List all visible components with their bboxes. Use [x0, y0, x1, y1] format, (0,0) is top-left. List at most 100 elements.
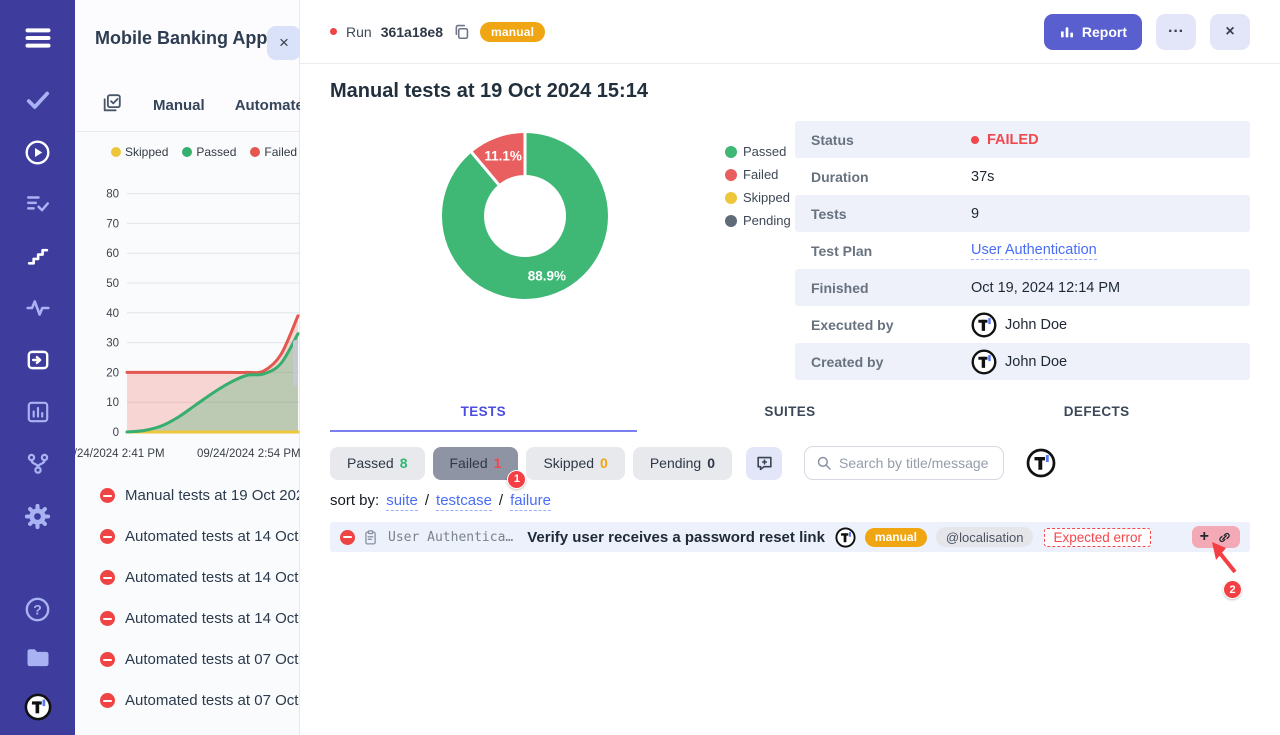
test-title[interactable]: Verify user receives a password reset li…: [527, 529, 825, 546]
legend-dot: [182, 147, 192, 157]
menu-icon[interactable]: [24, 24, 52, 52]
tab-manual[interactable]: Manual: [153, 97, 205, 114]
filter-label: Pending: [650, 455, 701, 471]
history-area-chart: 0102030405060708009/24/2024 2:41 PM09/24…: [75, 159, 300, 459]
sort-link-suite[interactable]: suite: [386, 492, 418, 511]
failed-test-icon: [340, 530, 355, 545]
checkbox-stack-icon[interactable]: [101, 92, 123, 119]
annotation-step-1: 1: [507, 470, 526, 489]
add-comment-button[interactable]: [746, 447, 782, 480]
folder-icon[interactable]: [24, 644, 52, 672]
panel-scrollbar[interactable]: [293, 340, 298, 386]
detail-value: 9: [971, 206, 979, 222]
sort-link-testcase[interactable]: testcase: [436, 492, 492, 511]
activity-icon[interactable]: [24, 294, 52, 322]
svg-text:30: 30: [106, 338, 119, 350]
report-chart-icon: [1059, 24, 1075, 40]
link-icon[interactable]: [1217, 530, 1232, 545]
tab-defects[interactable]: DEFECTS: [943, 404, 1250, 432]
test-suite-name[interactable]: User Authentica…: [388, 530, 513, 545]
search-input[interactable]: [804, 446, 1004, 480]
detail-row: Test Plan User Authentication: [795, 232, 1250, 269]
sort-by-label: sort by:: [330, 492, 379, 509]
svg-text:60: 60: [106, 248, 119, 260]
app-window: ? Mobile Banking App × Manual Automated …: [0, 0, 1280, 735]
copy-icon[interactable]: [452, 22, 471, 41]
git-branch-icon[interactable]: [24, 450, 52, 478]
status-dot: [971, 136, 979, 144]
search-icon: [815, 454, 833, 477]
filter-pending-button[interactable]: Pending 0: [633, 447, 732, 480]
tab-tests[interactable]: TESTS: [330, 404, 637, 432]
svg-text:40: 40: [106, 308, 119, 320]
svg-text:80: 80: [106, 189, 119, 201]
test-plan-link[interactable]: User Authentication: [971, 242, 1097, 260]
status-filter-buttons: Passed 8 Failed 1 1 Skipped 0 Pending 0: [330, 447, 732, 480]
project-tabs: Manual Automated: [75, 80, 299, 132]
run-detail-pane: Run 361a18e8 manual Report ··· × Manual …: [300, 0, 1280, 735]
run-type-badge: manual: [480, 22, 545, 42]
test-result-row[interactable]: User Authentica… Verify user receives a …: [330, 522, 1250, 552]
report-button[interactable]: Report: [1044, 14, 1142, 50]
run-list-item[interactable]: Manual tests at 19 Oct 2024: [75, 475, 299, 516]
failed-run-icon: [100, 611, 115, 626]
history-chart-legend: SkippedPassedFailed: [75, 132, 299, 159]
run-list-item[interactable]: Automated tests at 14 Oct 2024: [75, 557, 299, 598]
legend-item: Passed: [182, 145, 236, 159]
run-id: 361a18e8: [381, 24, 443, 40]
detail-row: Tests 9: [795, 195, 1250, 232]
run-summary-section: 88.9%11.1% PassedFailedSkippedPending St…: [300, 121, 1280, 380]
close-run-button[interactable]: ×: [1210, 14, 1250, 50]
run-list-item[interactable]: Automated tests at 07 Oct 2024: [75, 639, 299, 680]
run-details-table: Status FAILED Duration 37s Tests 9 Test …: [795, 121, 1250, 380]
result-donut-legend: PassedFailedSkippedPending: [725, 144, 795, 380]
close-panel-button[interactable]: ×: [267, 26, 301, 60]
run-list-item-label: Automated tests at 07 Oct 2024: [125, 651, 299, 668]
run-list-item[interactable]: Automated tests at 14 Oct 2024: [75, 598, 299, 639]
project-panel-header: Mobile Banking App ×: [75, 0, 299, 80]
sort-link-failure[interactable]: failure: [510, 492, 551, 511]
donut-legend-item: Skipped: [725, 190, 795, 205]
detail-row: Executed by John Doe: [795, 306, 1250, 343]
more-options-button[interactable]: ···: [1156, 14, 1196, 50]
run-list-item[interactable]: Automated tests at 07 Oct 2024: [75, 680, 299, 721]
bar-chart-icon[interactable]: [24, 398, 52, 426]
detail-row: Created by John Doe: [795, 343, 1250, 380]
detail-label: Created by: [811, 354, 971, 370]
filter-label: Passed: [347, 455, 394, 471]
svg-text:11.1%: 11.1%: [484, 148, 522, 163]
detail-value: 37s: [971, 169, 994, 185]
testomat-logo[interactable]: [24, 693, 52, 721]
log-in-icon[interactable]: [24, 346, 52, 374]
run-list-item[interactable]: Automated tests at 14 Oct 2024: [75, 516, 299, 557]
expected-error-badge: Expected error: [1044, 528, 1151, 547]
filter-skipped-button[interactable]: Skipped 0: [526, 447, 624, 480]
detail-row: Status FAILED: [795, 121, 1250, 158]
failed-run-icon: [100, 693, 115, 708]
filter-passed-button[interactable]: Passed 8: [330, 447, 425, 480]
donut-legend-item: Pending: [725, 213, 795, 228]
detail-row: Finished Oct 19, 2024 12:14 PM: [795, 269, 1250, 306]
add-icon[interactable]: +: [1200, 529, 1209, 545]
gear-icon[interactable]: [24, 502, 52, 530]
legend-item: Skipped: [111, 145, 168, 159]
legend-dot: [725, 146, 737, 158]
play-circle-icon[interactable]: [24, 138, 52, 166]
donut-chart-svg: 88.9%11.1%: [430, 121, 620, 311]
test-type-badge: manual: [865, 528, 927, 547]
assignee-avatar-button[interactable]: [1026, 448, 1056, 478]
filter-count: 0: [707, 455, 715, 471]
detail-label: Duration: [811, 169, 971, 185]
sort-separator: /: [499, 492, 503, 509]
check-icon[interactable]: [24, 86, 52, 114]
run-list-item-label: Automated tests at 14 Oct 2024: [125, 569, 299, 586]
filter-failed-button[interactable]: Failed 1 1: [433, 447, 519, 480]
donut-legend-item: Passed: [725, 144, 795, 159]
tab-suites[interactable]: SUITES: [637, 404, 944, 432]
test-tag-badge: @localisation: [936, 527, 1034, 547]
help-icon[interactable]: ?: [24, 595, 52, 623]
svg-text:70: 70: [106, 218, 119, 230]
list-check-icon[interactable]: [24, 190, 52, 218]
run-label: Run: [346, 24, 372, 40]
steps-icon[interactable]: [24, 242, 52, 270]
